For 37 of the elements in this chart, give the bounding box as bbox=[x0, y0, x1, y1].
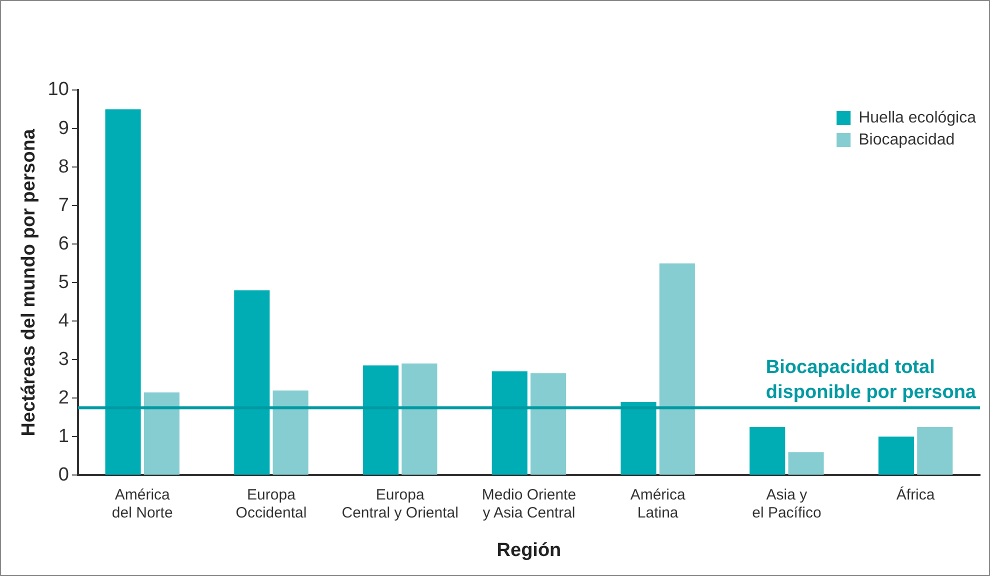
legend-label: Biocapacidad bbox=[858, 131, 955, 148]
x-tick-label: América Latina bbox=[630, 486, 686, 522]
bar bbox=[105, 109, 141, 475]
x-tick-label: Europa Occidental bbox=[236, 486, 307, 522]
bar bbox=[362, 365, 399, 475]
bar bbox=[144, 392, 180, 475]
y-tick-label: 0 bbox=[58, 464, 69, 486]
x-axis-title: Región bbox=[496, 540, 562, 561]
bar bbox=[659, 263, 695, 475]
y-tick-label: 3 bbox=[58, 348, 69, 370]
x-tick-label: Asia y el Pacífico bbox=[752, 486, 822, 522]
bar bbox=[878, 436, 914, 475]
y-tick-label: 2 bbox=[58, 387, 69, 408]
x-tick-label: América del Norte bbox=[112, 486, 173, 522]
bar bbox=[917, 427, 953, 475]
y-tick-label: 6 bbox=[58, 233, 69, 254]
y-tick-label: 9 bbox=[58, 118, 69, 139]
bar bbox=[234, 290, 270, 475]
bar bbox=[272, 390, 308, 475]
bar bbox=[620, 402, 656, 475]
x-tick-label: Europa Central y Oriental bbox=[342, 486, 458, 522]
bar bbox=[492, 371, 528, 475]
x-tick-label: África bbox=[896, 485, 936, 504]
y-tick-label: 10 bbox=[48, 79, 69, 100]
y-tick-label: 5 bbox=[58, 272, 69, 293]
y-axis-title: Hectáreas del mundo por persona bbox=[18, 128, 40, 436]
bar bbox=[750, 427, 786, 475]
y-tick-label: 4 bbox=[58, 310, 70, 332]
y-tick-label: 8 bbox=[58, 156, 69, 178]
x-tick-label: Medio Oriente y Asia Central bbox=[482, 486, 576, 522]
y-tick-label: 1 bbox=[58, 426, 69, 447]
bar bbox=[788, 452, 824, 475]
bar bbox=[530, 373, 566, 475]
bar bbox=[402, 363, 438, 475]
ref-line-label: Biocapacidad total disponible por persona bbox=[766, 356, 976, 403]
legend-label: Huella ecológica bbox=[858, 109, 976, 126]
y-tick-label: 7 bbox=[58, 194, 69, 216]
